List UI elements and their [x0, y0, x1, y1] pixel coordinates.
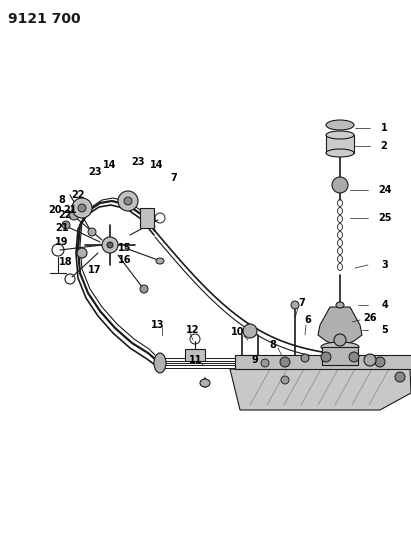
Ellipse shape — [156, 258, 164, 264]
Text: 15: 15 — [118, 243, 132, 253]
Circle shape — [261, 359, 269, 367]
Circle shape — [124, 197, 132, 205]
Text: 19: 19 — [55, 237, 69, 247]
Circle shape — [88, 228, 96, 236]
Ellipse shape — [321, 342, 359, 352]
Ellipse shape — [154, 353, 166, 373]
Text: 10: 10 — [231, 327, 245, 337]
Text: 25: 25 — [378, 213, 392, 223]
Ellipse shape — [336, 302, 344, 308]
Text: 2: 2 — [381, 141, 388, 151]
Circle shape — [395, 372, 405, 382]
Text: 7: 7 — [171, 173, 178, 183]
Text: 9121 700: 9121 700 — [8, 12, 81, 26]
Text: 18: 18 — [59, 257, 73, 267]
Text: 24: 24 — [378, 185, 392, 195]
Circle shape — [77, 248, 87, 258]
Text: 21: 21 — [63, 205, 77, 215]
Text: 22: 22 — [58, 210, 72, 220]
Ellipse shape — [326, 149, 354, 157]
Bar — [326, 135, 354, 153]
Circle shape — [102, 237, 118, 253]
Ellipse shape — [200, 379, 210, 387]
Circle shape — [364, 354, 376, 366]
Text: 17: 17 — [88, 265, 102, 275]
Circle shape — [280, 357, 290, 367]
Bar — [322, 347, 358, 365]
Circle shape — [243, 324, 257, 338]
Polygon shape — [318, 307, 362, 345]
Text: 13: 13 — [151, 320, 165, 330]
Circle shape — [107, 242, 113, 248]
Text: 26: 26 — [363, 313, 377, 323]
Circle shape — [281, 376, 289, 384]
Text: 14: 14 — [150, 160, 164, 170]
Text: 16: 16 — [118, 255, 132, 265]
Circle shape — [321, 352, 331, 362]
Circle shape — [291, 301, 299, 309]
Text: 20: 20 — [48, 205, 62, 215]
Text: 23: 23 — [131, 157, 145, 167]
Ellipse shape — [326, 120, 354, 130]
Bar — [140, 208, 154, 228]
Text: 9: 9 — [252, 355, 259, 365]
Text: 22: 22 — [71, 190, 85, 200]
Text: 3: 3 — [382, 260, 388, 270]
Text: 21: 21 — [55, 223, 69, 233]
Circle shape — [72, 198, 92, 218]
Circle shape — [301, 354, 309, 362]
Text: 8: 8 — [270, 340, 277, 350]
Circle shape — [69, 210, 79, 220]
Circle shape — [140, 285, 148, 293]
Text: 4: 4 — [382, 300, 388, 310]
Text: 14: 14 — [103, 160, 117, 170]
Text: 23: 23 — [88, 167, 102, 177]
Polygon shape — [230, 369, 411, 410]
Circle shape — [78, 204, 86, 212]
Text: 5: 5 — [382, 325, 388, 335]
Text: 1: 1 — [381, 123, 388, 133]
Circle shape — [349, 352, 359, 362]
Circle shape — [118, 191, 138, 211]
Ellipse shape — [326, 131, 354, 139]
Text: 12: 12 — [186, 325, 200, 335]
Text: 6: 6 — [305, 315, 312, 325]
Bar — [185, 349, 205, 361]
Circle shape — [332, 177, 348, 193]
Text: 11: 11 — [189, 355, 203, 365]
Circle shape — [375, 357, 385, 367]
Circle shape — [62, 221, 70, 229]
Bar — [235, 355, 411, 369]
Text: 7: 7 — [299, 298, 305, 308]
Text: 8: 8 — [58, 195, 65, 205]
Circle shape — [334, 334, 346, 346]
